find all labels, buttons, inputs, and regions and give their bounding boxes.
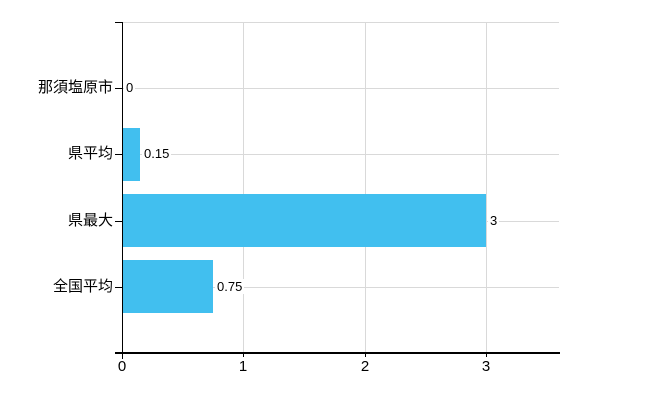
- value-label: 0.15: [142, 146, 172, 161]
- x-axis: [115, 352, 560, 354]
- y-axis-top-tick: [115, 22, 122, 23]
- category-label: 県平均: [67, 145, 113, 162]
- y-axis-tick: [115, 221, 122, 222]
- v-gridline: [486, 22, 487, 353]
- bar: [123, 260, 213, 313]
- h-gridline: [122, 287, 559, 288]
- x-tick-label: 1: [238, 358, 248, 375]
- plot-top-border: [122, 22, 559, 23]
- bar: [123, 128, 140, 181]
- y-axis-tick: [115, 88, 122, 89]
- x-axis-tick: [365, 353, 366, 357]
- value-label: 0.75: [215, 279, 245, 294]
- h-gridline: [122, 154, 559, 155]
- h-gridline: [122, 88, 559, 89]
- v-gridline: [243, 22, 244, 353]
- x-tick-label: 2: [360, 358, 370, 375]
- x-tick-label: 3: [481, 358, 491, 375]
- value-label: 0: [124, 80, 136, 95]
- v-gridline: [365, 22, 366, 353]
- category-label: 那須塩原市: [37, 79, 113, 96]
- x-tick-label: 0: [117, 358, 127, 375]
- y-axis-tick: [115, 154, 122, 155]
- category-label: 県最大: [67, 212, 113, 229]
- x-axis-tick: [243, 353, 244, 357]
- x-axis-tick: [486, 353, 487, 357]
- category-label: 全国平均: [52, 278, 113, 295]
- y-axis-tick: [115, 287, 122, 288]
- bar: [123, 194, 486, 247]
- value-label: 3: [488, 213, 500, 228]
- y-axis: [122, 22, 123, 359]
